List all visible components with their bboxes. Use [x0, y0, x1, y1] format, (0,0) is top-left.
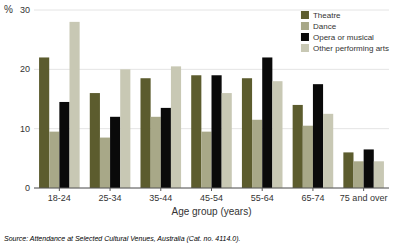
bar: [343, 152, 353, 188]
x-tick-label: 65-74: [301, 193, 324, 203]
bar: [242, 78, 252, 188]
bar: [303, 126, 313, 188]
bar: [70, 22, 80, 188]
y-tick-label: 0: [25, 183, 30, 193]
legend-label: Opera or musical: [313, 33, 374, 42]
y-axis-label: %: [4, 4, 13, 15]
legend-swatch: [301, 11, 309, 19]
bar: [323, 114, 333, 188]
bar: [354, 161, 364, 188]
bar: [262, 57, 272, 188]
legend-label: Other performing arts: [313, 44, 389, 53]
y-tick-label: 10: [20, 124, 30, 134]
x-tick: [110, 188, 111, 191]
x-tick: [160, 188, 161, 191]
x-tick-label: 18-24: [48, 193, 71, 203]
x-tick: [312, 188, 313, 191]
bar: [252, 120, 262, 188]
bar: [212, 75, 222, 188]
bar: [90, 93, 100, 188]
x-tick-label: 45-54: [200, 193, 223, 203]
bar: [151, 117, 161, 188]
x-tick: [59, 188, 60, 191]
x-tick-label: 75 and over: [340, 193, 388, 203]
legend-label: Dance: [313, 22, 337, 31]
chart: 0 10 20 30% 18-24 25-34 35-44 45-54 55-64 65-74 75…: [0, 0, 397, 246]
bar: [293, 105, 303, 188]
legend-label: Theatre: [313, 11, 341, 20]
bar: [59, 102, 69, 188]
legend: Theatre Dance Opera or musical Other perfor…: [301, 11, 389, 53]
y-tick-label: 20: [20, 64, 30, 74]
grid-line: [34, 69, 389, 70]
x-tick: [211, 188, 212, 191]
x-tick: [262, 188, 263, 191]
bar: [110, 117, 120, 188]
y-tick-label: 30: [20, 5, 30, 15]
bar: [171, 66, 181, 188]
legend-swatch: [301, 33, 309, 41]
legend-swatch: [301, 44, 309, 52]
bar: [364, 149, 374, 188]
bar: [100, 138, 110, 188]
x-tick-label: 25-34: [99, 193, 122, 203]
bar: [39, 57, 49, 188]
bar: [272, 81, 282, 188]
bar: [120, 69, 130, 188]
source-note: Source: Attendance at Selected Cultural …: [4, 235, 241, 243]
bar: [201, 132, 211, 188]
bar: [161, 108, 171, 188]
x-tick-label: 55-64: [251, 193, 274, 203]
bar: [141, 78, 151, 188]
bar: [191, 75, 201, 188]
grid: [34, 10, 389, 188]
bar: [374, 161, 384, 188]
x-tick-label: 35-44: [149, 193, 172, 203]
bar: [49, 132, 59, 188]
bar: [222, 93, 232, 188]
x-tick: [363, 188, 364, 191]
x-axis-label: Age group (years): [171, 206, 251, 217]
legend-swatch: [301, 22, 309, 30]
bar: [313, 84, 323, 188]
